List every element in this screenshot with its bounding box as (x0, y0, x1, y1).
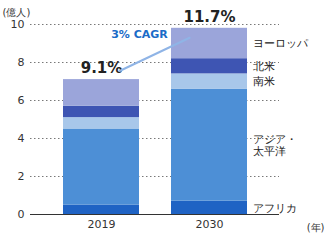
svg-text:11.7%: 11.7% (183, 8, 235, 26)
svg-text:(年): (年) (307, 222, 325, 233)
svg-text:南米: 南米 (253, 75, 275, 87)
svg-text:9.1%: 9.1% (81, 59, 123, 77)
svg-text:10: 10 (11, 18, 25, 31)
svg-text:(億人): (億人) (3, 7, 31, 18)
svg-text:アフリカ: アフリカ (253, 202, 297, 214)
svg-text:ヨーロッパ: ヨーロッパ (253, 37, 309, 49)
svg-text:2030: 2030 (196, 218, 224, 231)
svg-text:8: 8 (18, 56, 25, 69)
svg-text:2: 2 (18, 170, 25, 183)
svg-text:0: 0 (18, 208, 25, 221)
svg-text:アジア・太平洋: アジア・太平洋 (253, 133, 297, 157)
svg-text:3% CAGR: 3% CAGR (111, 28, 168, 41)
svg-text:2019: 2019 (88, 218, 116, 231)
svg-text:4: 4 (18, 132, 25, 145)
svg-text:6: 6 (18, 94, 25, 107)
svg-text:北米: 北米 (253, 60, 275, 72)
